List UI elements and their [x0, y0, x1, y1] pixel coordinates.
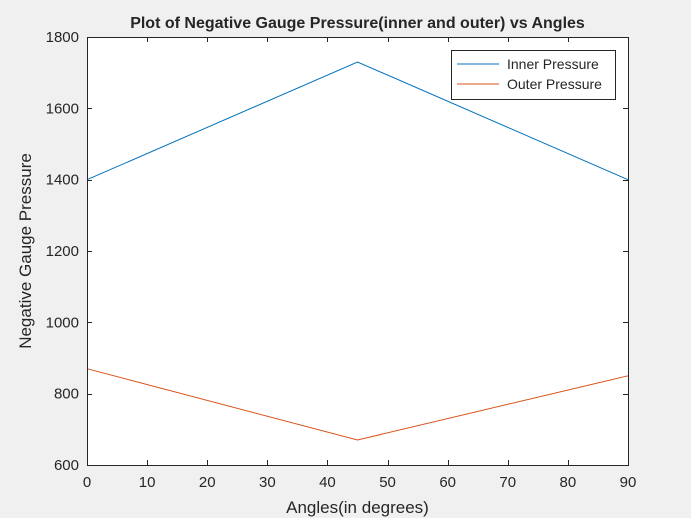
x-tick-label: 10 [139, 474, 156, 491]
y-tick-label: 1800 [46, 29, 79, 46]
x-tick-label: 70 [499, 474, 516, 491]
plot-area [87, 37, 628, 465]
x-tick-label: 20 [199, 474, 216, 491]
x-tick-label: 60 [439, 474, 456, 491]
x-tick-label: 0 [83, 474, 91, 491]
y-tick-label: 600 [54, 457, 79, 474]
series-line-2 [86, 368, 629, 441]
y-tick-label: 1400 [46, 172, 79, 189]
y-tick-label: 1000 [46, 314, 79, 331]
y-axis-label: Negative Gauge Pressure [16, 153, 35, 349]
x-tick-label: 30 [259, 474, 276, 491]
y-tick-label: 800 [54, 386, 79, 403]
x-tick-label: 90 [620, 474, 637, 491]
x-tick-label: 40 [319, 474, 336, 491]
y-tick-label: 1200 [46, 243, 79, 260]
x-tick-label: 50 [379, 474, 396, 491]
x-axis-label: Angles(in degrees) [286, 498, 429, 517]
legend-entry: Outer Pressure [507, 76, 602, 92]
x-tick-label: 80 [560, 474, 577, 491]
y-tick-label: 1600 [46, 100, 79, 117]
legend-entry: Inner Pressure [507, 56, 599, 72]
chart-title: Plot of Negative Gauge Pressure(inner an… [130, 15, 585, 32]
series-line-1 [86, 61, 629, 181]
legend: Inner Pressure Outer Pressure [451, 50, 616, 100]
legend-box [451, 50, 616, 100]
series-layer [86, 61, 629, 441]
ticks-layer: 0 10 20 30 40 50 60 70 80 90 600 800 1000 1200 1400 160… [46, 29, 637, 491]
